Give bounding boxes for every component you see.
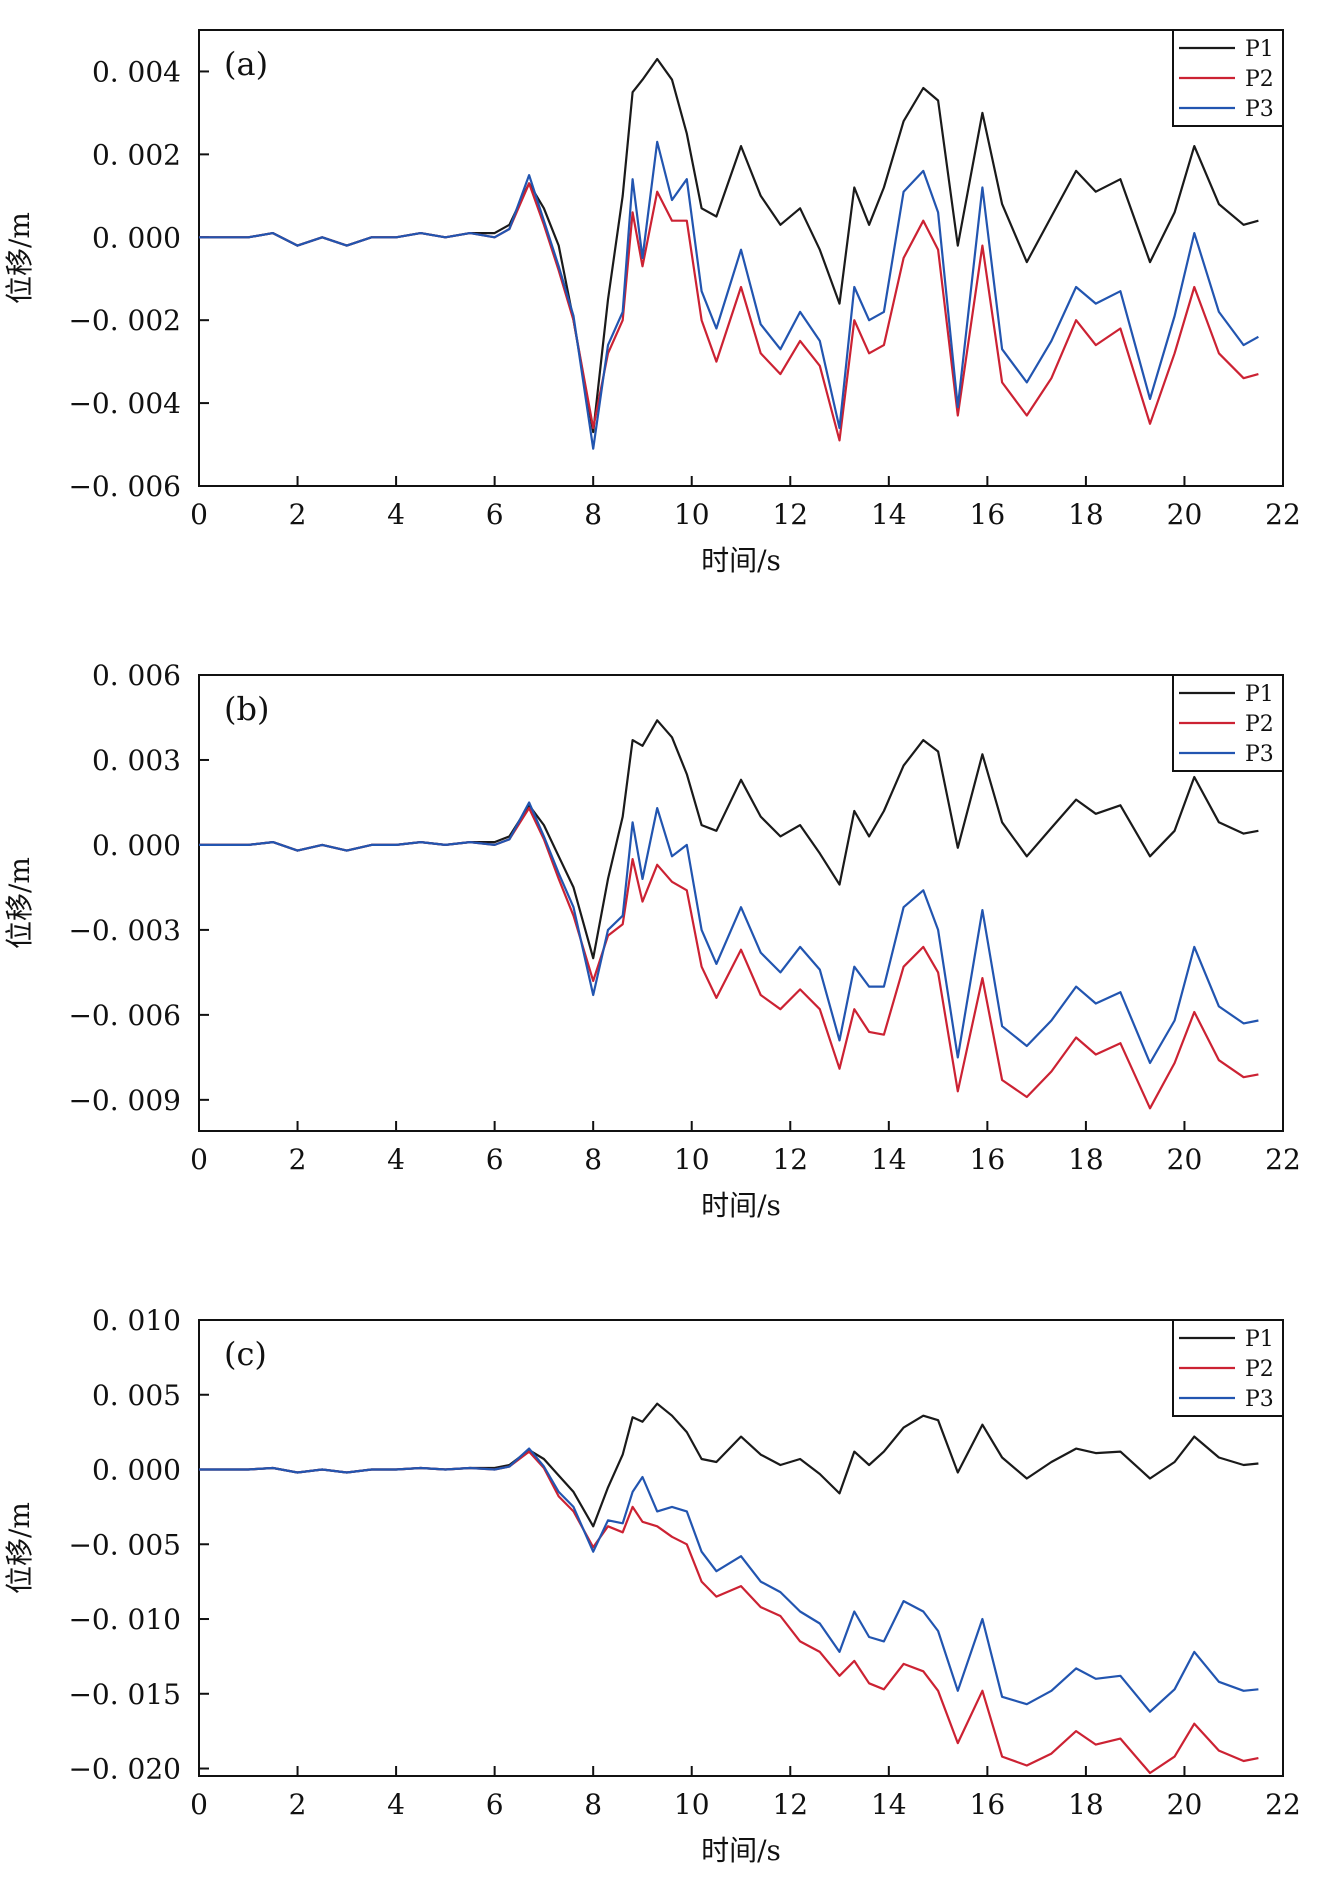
x-tick-label: 2 — [289, 1143, 307, 1176]
x-tick-label: 2 — [289, 1788, 307, 1821]
legend-label-p3: P3 — [1245, 742, 1274, 767]
x-tick-label: 6 — [486, 1143, 504, 1176]
chart-panel-3: 0 2 4 6 8 10 12 14 16 18 20 22 0. 010 0. 005 0. 000 −0.… — [3, 1304, 1301, 1867]
y-tick-label: 0. 002 — [92, 138, 181, 171]
legend-label-p1: P1 — [1245, 37, 1274, 62]
x-tick-label: 18 — [1068, 1143, 1104, 1176]
x-tick-label: 10 — [674, 1788, 710, 1821]
legend-label-p2: P2 — [1245, 67, 1274, 92]
series-line-p2 — [199, 1450, 1259, 1775]
series-line-p1 — [199, 719, 1259, 960]
x-tick-label: 22 — [1265, 498, 1301, 531]
legend-label-p2: P2 — [1245, 712, 1274, 737]
x-tick-label: 22 — [1265, 1143, 1301, 1176]
legend-label-p3: P3 — [1245, 97, 1274, 122]
y-tick-label: −0. 006 — [68, 999, 181, 1032]
y-tick-label: −0. 006 — [68, 470, 181, 503]
y-tick-label: 0. 000 — [92, 221, 181, 254]
y-tick-label: −0. 010 — [68, 1603, 181, 1636]
legend-label-p3: P3 — [1245, 1387, 1274, 1412]
x-tick-label: 4 — [387, 498, 405, 531]
y-tick-label: −0. 002 — [68, 304, 181, 337]
y-tick-label: −0. 020 — [68, 1753, 181, 1786]
x-tick-label: 14 — [871, 1788, 907, 1821]
y-tick-label: 0. 006 — [92, 659, 181, 692]
x-tick-label: 22 — [1265, 1788, 1301, 1821]
chart-panel-1: 0 2 4 6 8 10 12 14 16 18 20 22 0. 004 0. 002 0. 000 −0.… — [3, 29, 1301, 577]
panel-label: (c) — [224, 1335, 267, 1373]
x-tick-label: 0 — [190, 1788, 208, 1821]
x-axis-label: 时间/s — [701, 1189, 781, 1222]
x-tick-label: 20 — [1167, 1788, 1203, 1821]
series-line-p1 — [199, 57, 1259, 434]
y-axis-label: 位移/m — [3, 212, 36, 304]
y-tick-label: −0. 005 — [68, 1528, 181, 1561]
series-line-p3 — [199, 140, 1259, 450]
y-axis-label: 位移/m — [3, 1502, 36, 1594]
x-tick-label: 20 — [1167, 498, 1203, 531]
legend: P1 P2 P3 — [1172, 1319, 1284, 1417]
y-tick-label: 0. 000 — [92, 829, 181, 862]
plot-frame — [198, 29, 1284, 487]
x-tick-label: 4 — [387, 1143, 405, 1176]
x-tick-label: 14 — [871, 1143, 907, 1176]
x-tick-label: 20 — [1167, 1143, 1203, 1176]
x-tick-label: 16 — [970, 1143, 1006, 1176]
x-tick-label: 0 — [190, 498, 208, 531]
x-tick-label: 12 — [772, 1143, 808, 1176]
panel-label: (a) — [224, 45, 268, 83]
legend-label-p1: P1 — [1245, 1327, 1274, 1352]
y-tick-label: −0. 004 — [68, 387, 181, 420]
x-tick-label: 16 — [970, 1788, 1006, 1821]
x-tick-label: 8 — [584, 498, 602, 531]
x-tick-label: 6 — [486, 1788, 504, 1821]
y-tick-label: −0. 015 — [68, 1678, 181, 1711]
x-tick-label: 18 — [1068, 1788, 1104, 1821]
legend-label-p2: P2 — [1245, 1357, 1274, 1382]
x-tick-label: 8 — [584, 1143, 602, 1176]
y-axis-label: 位移/m — [3, 857, 36, 949]
x-tick-label: 18 — [1068, 498, 1104, 531]
series-line-p3 — [199, 801, 1259, 1065]
x-tick-label: 12 — [772, 498, 808, 531]
x-tick-label: 0 — [190, 1143, 208, 1176]
y-tick-label: 0. 004 — [92, 55, 181, 88]
x-tick-label: 12 — [772, 1788, 808, 1821]
plot-frame — [198, 674, 1284, 1132]
y-tick-label: 0. 005 — [92, 1379, 181, 1412]
panel-label: (b) — [224, 690, 269, 728]
x-axis-label: 时间/s — [701, 1834, 781, 1867]
legend-label-p1: P1 — [1245, 682, 1274, 707]
y-tick-label: −0. 009 — [68, 1084, 181, 1117]
x-tick-label: 8 — [584, 1788, 602, 1821]
legend: P1 P2 P3 — [1172, 29, 1284, 127]
plot-frame — [198, 1319, 1284, 1777]
series-line-p1 — [199, 1402, 1259, 1528]
y-tick-label: 0. 000 — [92, 1454, 181, 1487]
x-tick-label: 6 — [486, 498, 504, 531]
x-axis-label: 时间/s — [701, 544, 781, 577]
x-tick-label: 10 — [674, 498, 710, 531]
y-tick-label: −0. 003 — [68, 914, 181, 947]
series-line-p3 — [199, 1447, 1259, 1713]
series-line-p2 — [199, 182, 1259, 442]
series-line-p2 — [199, 807, 1259, 1110]
y-tick-label: 0. 010 — [92, 1304, 181, 1337]
x-tick-label: 14 — [871, 498, 907, 531]
x-tick-label: 10 — [674, 1143, 710, 1176]
x-tick-label: 16 — [970, 498, 1006, 531]
chart-panel-2: 0 2 4 6 8 10 12 14 16 18 20 22 0. 006 0. 003 0. 000 −0.… — [3, 659, 1301, 1222]
x-tick-label: 2 — [289, 498, 307, 531]
y-tick-label: 0. 003 — [92, 744, 181, 777]
legend: P1 P2 P3 — [1172, 674, 1284, 772]
x-tick-label: 4 — [387, 1788, 405, 1821]
